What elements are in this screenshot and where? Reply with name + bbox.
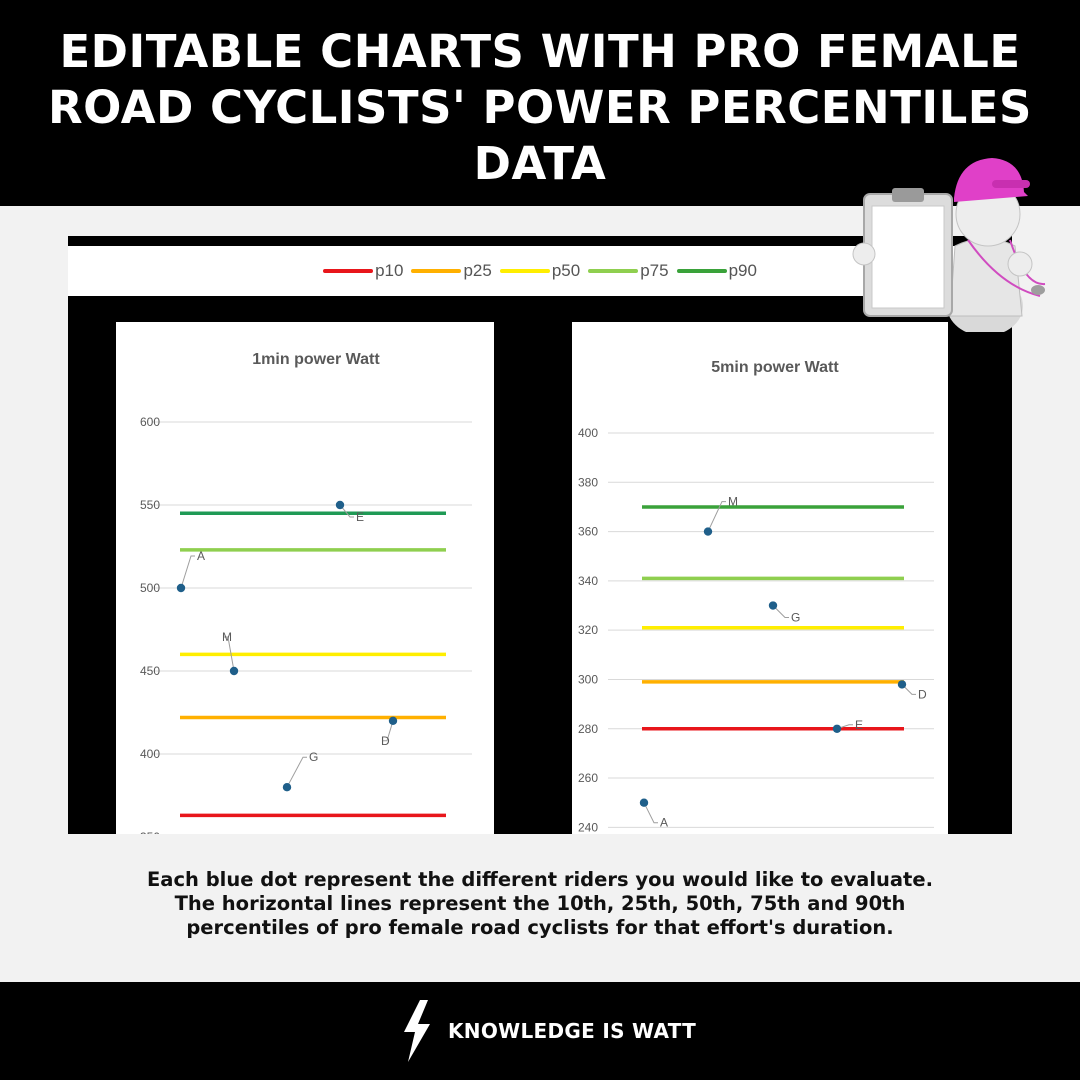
leader-line [772,605,789,619]
rider-point-E [335,500,345,510]
caption-line-2: The horizontal lines represent the 10th,… [174,892,906,915]
y-tick-label: 380 [578,475,598,489]
caption-line-1: Each blue dot represent the different ri… [146,868,933,891]
rider-point-M [703,527,713,536]
rider-label-G: G [309,750,318,764]
y-tick-label: 260 [578,771,598,785]
chart-frame: p10 p25 p50 p75 p90 1min power Watt 350 40… [68,236,1012,834]
chart-title: 5min power Watt [711,359,839,376]
chart-1min-svg: 1min power Watt 350 400 450 500 550 600 A M G E D [140,351,472,834]
chart-panel-5min: 5min power Watt 240 260 280 300 320 340 360 380 4… [572,322,948,834]
y-tick-label: 600 [140,415,160,429]
footer-brand: KNOWLEDGE IS WATT [400,1000,696,1062]
header-banner: EDITABLE CHARTS WITH PRO FEMALE ROAD CYC… [0,0,1080,206]
leader-line [339,504,354,518]
rider-label-D: D [381,734,390,748]
leader-line [383,720,394,742]
caption: Each blue dot represent the different ri… [40,868,1040,940]
rider-label-A: A [660,816,668,830]
lightning-bolt-icon [404,1000,430,1062]
chart-panel-1min: 1min power Watt 350 400 450 500 550 600 A M G E D [116,322,494,834]
rider-label-E: E [356,510,364,524]
legend-label: p25 [463,261,492,280]
rider-label-M: M [222,630,232,644]
legend-bar: p10 p25 p50 p75 p90 [68,246,1012,296]
y-tick-label: 360 [578,525,598,539]
legend-item-p25: p25 [411,261,492,281]
legend-item-p50: p50 [499,261,581,281]
y-tick-label: 350 [140,830,160,834]
chart-5min-svg: 5min power Watt 240 260 280 300 320 340 360 380 4… [578,359,934,834]
rider-point-E [832,724,842,733]
leader-line [643,802,658,824]
rider-point-A [176,583,186,593]
rider-label-E: E [855,718,863,732]
legend-swatch [676,269,727,273]
y-tick-label: 450 [140,664,160,678]
y-tick-label: 500 [140,581,160,595]
rider-point-A [639,798,649,807]
rider-point-M [229,666,239,676]
rider-point-G [282,783,292,792]
brand-name: KNOWLEDGE IS WATT [448,1019,697,1043]
page-title: EDITABLE CHARTS WITH PRO FEMALE ROAD CYC… [48,25,1032,190]
y-tick-label: 400 [140,747,160,761]
rider-label-A: A [197,549,205,563]
legend-label: p90 [728,261,757,280]
rider-point-G [768,601,778,610]
y-tick-label: 400 [578,426,598,440]
rider-point-D [388,716,398,725]
legend-label: p75 [640,261,669,280]
footer: KNOWLEDGE IS WATT [0,982,1080,1080]
rider-label-D: D [918,687,927,701]
y-tick-label: 240 [578,820,598,834]
coach-figure-icon [852,158,1046,332]
y-tick-label: 340 [578,574,598,588]
legend-swatch [499,269,550,273]
legend-swatch [588,269,639,273]
y-tick-label: 280 [578,722,598,736]
leader-line [286,756,307,788]
caption-line-3: percentiles of pro female road cyclists … [186,916,894,939]
y-tick-label: 320 [578,623,598,637]
legend-item-p10: p10 [323,261,403,281]
legend-swatch [323,269,374,273]
leader-line [901,684,916,695]
legend-swatch [411,269,462,273]
legend-item-p75: p75 [588,261,669,281]
chart-title: 1min power Watt [252,351,380,368]
legend-label: p10 [375,261,404,280]
leader-line [836,724,853,730]
y-tick-label: 550 [140,498,160,512]
rider-label-G: G [791,611,800,625]
leader-line [180,555,195,589]
legend-item-p90: p90 [676,261,757,281]
legend: p10 p25 p50 p75 p90 [68,246,1012,296]
legend-label: p50 [551,261,581,280]
y-tick-label: 300 [578,672,598,686]
leader-line [224,636,235,672]
rider-label-M: M [728,495,738,509]
leader-line [707,501,726,532]
rider-point-D [897,680,907,689]
